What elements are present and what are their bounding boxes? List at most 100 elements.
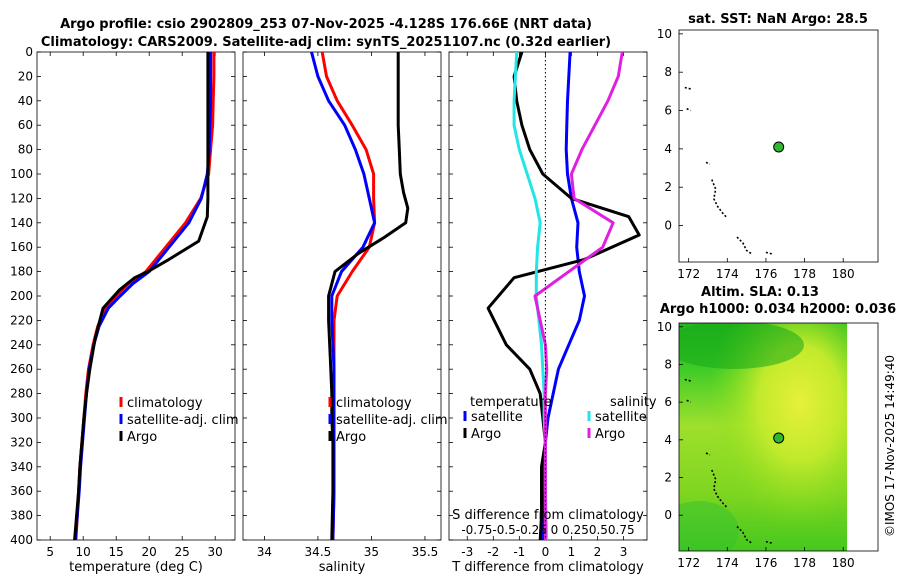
legend-label: climatology bbox=[127, 396, 203, 411]
x-axis-label: T difference from climatology bbox=[451, 560, 644, 575]
sst-map-title: sat. SST: NaN Argo: 28.5 bbox=[688, 12, 868, 27]
y-tick-label: 340 bbox=[10, 460, 33, 474]
y-tick-label: 300 bbox=[10, 411, 33, 425]
y-tick-label: 100 bbox=[10, 167, 33, 181]
y-tick-label: 40 bbox=[18, 94, 33, 108]
coastline bbox=[684, 378, 693, 383]
y-tick-label: 10 bbox=[657, 320, 672, 334]
profile-panel-salinity: 34 34.5 35 35.5 salinity climatology satellite… bbox=[242, 51, 448, 575]
sla-field-low bbox=[679, 501, 739, 551]
x2-axis-label: S difference from climatology bbox=[452, 508, 644, 523]
x-tick-label: 10 bbox=[76, 545, 91, 559]
x-tick-label: 172 bbox=[677, 267, 700, 281]
series-line-argo bbox=[73, 52, 210, 540]
x-tick-label: 172 bbox=[677, 556, 700, 570]
coastline bbox=[705, 161, 711, 165]
y-tick-label: 8 bbox=[664, 357, 672, 371]
y-tick-label: 4 bbox=[664, 142, 672, 156]
y-tick-label: 400 bbox=[10, 533, 33, 547]
x-tick-label: 174 bbox=[716, 267, 739, 281]
axes-frame bbox=[36, 51, 236, 541]
argo-position-marker bbox=[773, 141, 785, 153]
axes-frame bbox=[242, 51, 442, 541]
legend-label: Argo bbox=[127, 430, 157, 445]
coastline bbox=[711, 179, 728, 219]
map-frame bbox=[678, 322, 879, 552]
legend-label: satellite-adj. clim bbox=[127, 413, 239, 428]
y-tick-label: 6 bbox=[664, 104, 672, 118]
x-tick-label: 25 bbox=[175, 545, 190, 559]
coastline bbox=[765, 540, 774, 545]
x-tick-label: 35.5 bbox=[412, 545, 439, 559]
sla-map-title2: Argo h1000: 0.034 h2000: 0.036 bbox=[660, 302, 896, 317]
y-tick-label: 20 bbox=[18, 69, 33, 83]
x-tick-label: 34.5 bbox=[305, 545, 332, 559]
y-tick-label: 160 bbox=[10, 240, 33, 254]
x-tick-label: 178 bbox=[793, 267, 816, 281]
coastline bbox=[765, 251, 774, 256]
series-line-satellite-adj-clim bbox=[310, 52, 377, 540]
coastline bbox=[705, 452, 711, 456]
coastline bbox=[686, 399, 691, 403]
y-tick-label: 360 bbox=[10, 484, 33, 498]
y-tick-label: 6 bbox=[664, 395, 672, 409]
profile-panel-temperature: 0 20 40 60 80 100 120 140 160 180 200 220 240 260 280 3… bbox=[10, 45, 239, 575]
series-line-satellite-adj-clim bbox=[73, 52, 213, 540]
coastline bbox=[736, 525, 753, 545]
x-tick-label: 176 bbox=[754, 556, 777, 570]
x2-tick-labels: -0.75-0.5-0.25 0 0.250.50.75 bbox=[461, 523, 634, 537]
series-line-salinity-argo bbox=[533, 52, 624, 540]
x-tick-label: 180 bbox=[832, 556, 855, 570]
x-tick-label: 20 bbox=[142, 545, 157, 559]
x-tick-label: 30 bbox=[208, 545, 223, 559]
y-tick-label: 2 bbox=[664, 471, 672, 485]
y-tick-label: 10 bbox=[657, 27, 672, 41]
y-tick-label: 180 bbox=[10, 265, 33, 279]
x-tick-label: 174 bbox=[716, 556, 739, 570]
y-tick-label: 2 bbox=[664, 180, 672, 194]
y-tick-label: 380 bbox=[10, 509, 33, 523]
x-tick-label: 1 bbox=[568, 545, 576, 559]
series-line-temperature-satellite bbox=[541, 52, 586, 540]
header-line2: Climatology: CARS2009. Satellite-adj cli… bbox=[41, 35, 611, 50]
series-line-temperature-argo bbox=[486, 52, 641, 540]
x-axis-label: salinity bbox=[319, 560, 366, 575]
map-frame bbox=[678, 29, 879, 263]
series-line-climatology bbox=[74, 52, 216, 540]
x-tick-label: 180 bbox=[832, 267, 855, 281]
legend-label: climatology bbox=[336, 396, 412, 411]
coastline bbox=[736, 236, 753, 255]
map-panel-sla-map: 172 174 176 178 180 0 2 4 6 8 10 bbox=[657, 320, 879, 570]
sla-map-title1: Altim. SLA: 0.13 bbox=[701, 285, 819, 300]
legend-title-temperature: temperature bbox=[470, 395, 552, 410]
legend-label: satellite bbox=[471, 410, 523, 425]
map-panel-sst-map: 172 174 176 178 180 0 2 4 6 8 10 bbox=[657, 27, 879, 281]
profile-panel-difference: -3 -2 -1 0 1 2 3T difference from climatology t… bbox=[448, 51, 657, 575]
y-tick-label: 280 bbox=[10, 387, 33, 401]
x-tick-label: 5 bbox=[46, 545, 54, 559]
x-tick-label: 2 bbox=[594, 545, 602, 559]
y-tick-label: 0 bbox=[664, 219, 672, 233]
x-tick-label: 15 bbox=[109, 545, 124, 559]
y-tick-label: 240 bbox=[10, 338, 33, 352]
y-tick-label: 60 bbox=[18, 118, 33, 132]
y-tick-label: 140 bbox=[10, 216, 33, 230]
header-line1: Argo profile: csio 2902809_253 07-Nov-20… bbox=[60, 17, 592, 32]
y-tick-label: 220 bbox=[10, 313, 33, 327]
y-tick-label: 80 bbox=[18, 143, 33, 157]
legend-label: Argo bbox=[336, 430, 366, 445]
y-tick-label: 120 bbox=[10, 191, 33, 205]
x-tick-label: -3 bbox=[461, 545, 473, 559]
y-tick-label: 0 bbox=[664, 508, 672, 522]
y-tick-label: 8 bbox=[664, 65, 672, 79]
coastline bbox=[711, 469, 728, 509]
y-tick-label: 320 bbox=[10, 435, 33, 449]
series-line-argo bbox=[327, 52, 410, 540]
y-tick-label: 200 bbox=[10, 289, 33, 303]
legend-title-salinity: salinity bbox=[610, 395, 657, 410]
y-tick-label: 4 bbox=[664, 433, 672, 447]
x-tick-label: 0 bbox=[542, 545, 550, 559]
legend-label: satellite bbox=[595, 410, 647, 425]
sla-field-low bbox=[679, 323, 804, 369]
